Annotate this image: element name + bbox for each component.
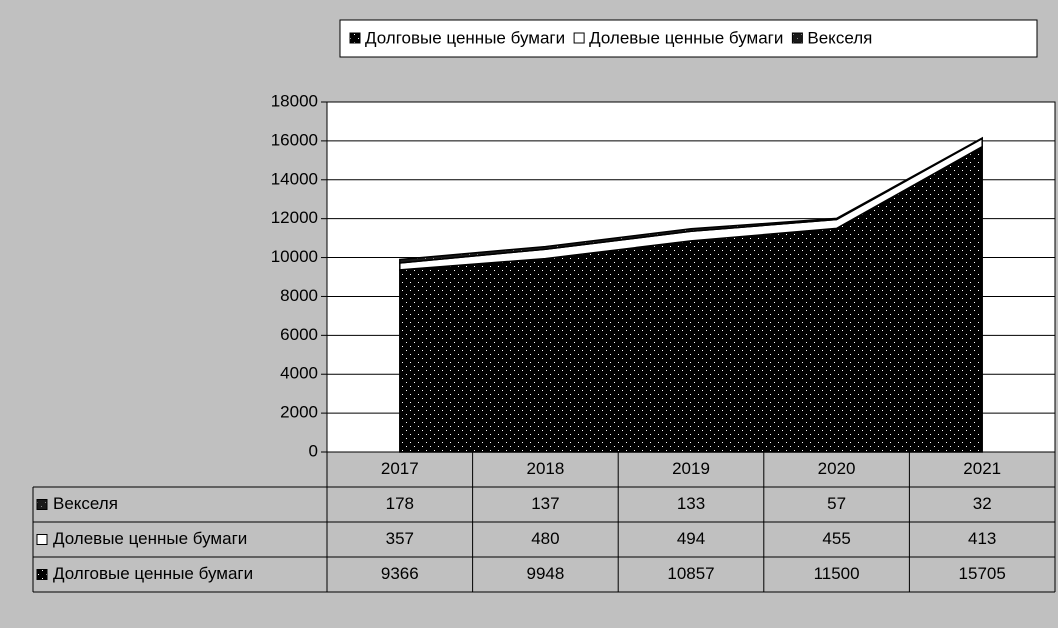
table-cell: 15705 [959,564,1006,583]
y-tick-label: 2000 [280,403,318,422]
table-row-label: Долговые ценные бумаги [53,564,253,583]
table-cell: 32 [973,494,992,513]
table-cell: 57 [827,494,846,513]
y-tick-label: 18000 [271,91,318,110]
table-cell: 9366 [381,564,419,583]
table-cell: 178 [386,494,414,513]
x-tick-label: 2019 [672,459,710,478]
legend [339,19,1038,58]
table-cell: 133 [677,494,705,513]
y-tick-label: 0 [309,441,318,460]
table-row-label: Векселя [53,494,118,513]
y-tick-label: 8000 [280,286,318,305]
legend-marker [573,32,585,44]
table-row-label: Долевые ценные бумаги [53,529,247,548]
area [399,136,983,264]
legend-label: Векселя [807,28,872,47]
y-tick-label: 4000 [280,364,318,383]
table-cell: 455 [822,529,850,548]
legend-marker [791,32,803,44]
y-tick-label: 12000 [271,208,318,227]
legend-marker [36,499,48,510]
y-tick-label: 16000 [271,130,318,149]
table-cell: 480 [531,529,559,548]
legend-label: Долевые ценные бумаги [589,28,783,47]
y-tick-label: 14000 [271,169,318,188]
table-cell: 11500 [814,564,860,583]
table-cell: 137 [531,494,559,513]
legend-marker [349,32,361,44]
table-cell: 357 [386,529,414,548]
table-cell: 10857 [667,564,714,583]
legend-marker [36,534,48,545]
table-cell: 9948 [526,564,564,583]
x-tick-label: 2017 [381,459,419,478]
table-cell: 494 [677,529,705,548]
y-tick-label: 10000 [271,247,318,266]
legend-label: Долговые ценные бумаги [365,28,565,47]
x-tick-label: 2021 [963,459,1001,478]
x-tick-label: 2018 [526,459,564,478]
y-tick-label: 6000 [280,325,318,344]
x-tick-label: 2020 [818,459,856,478]
table-cell: 413 [968,529,996,548]
legend-marker [36,569,48,580]
